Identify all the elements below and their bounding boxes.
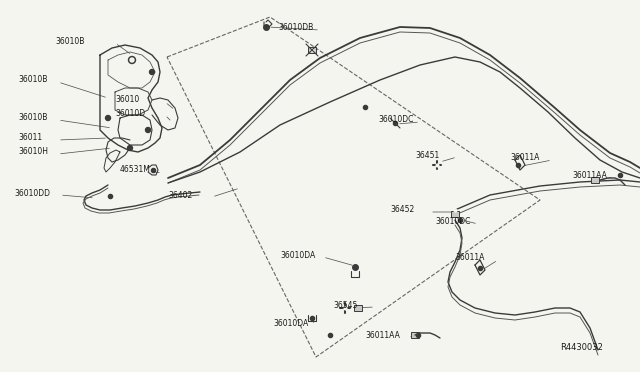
Text: 36010DC: 36010DC [435, 218, 470, 227]
Circle shape [106, 115, 111, 121]
Bar [591, 177, 599, 183]
Text: 36010B: 36010B [55, 38, 84, 46]
Text: 36451: 36451 [415, 151, 439, 160]
Text: 36010DC: 36010DC [378, 115, 413, 125]
Text: 36011A: 36011A [455, 253, 484, 263]
Text: 36402: 36402 [168, 190, 192, 199]
Text: 46531M: 46531M [120, 166, 151, 174]
Bar [411, 332, 419, 338]
Text: 36010H: 36010H [18, 148, 48, 157]
Circle shape [129, 57, 136, 64]
Text: 36010DB: 36010DB [278, 23, 313, 32]
Circle shape [130, 58, 134, 62]
Text: R4430032: R4430032 [560, 343, 603, 353]
Text: 36010: 36010 [115, 96, 140, 105]
Text: 36011AA: 36011AA [572, 170, 607, 180]
Text: 36010DA: 36010DA [273, 318, 308, 327]
Text: 36010B: 36010B [18, 113, 47, 122]
Text: 36011AA: 36011AA [365, 330, 400, 340]
Text: 36545: 36545 [333, 301, 357, 310]
Bar [308, 47, 316, 53]
Text: 36010B: 36010B [18, 76, 47, 84]
Bar [354, 305, 362, 311]
Circle shape [145, 128, 150, 132]
Text: 36010DA: 36010DA [280, 250, 316, 260]
Circle shape [150, 70, 154, 74]
Circle shape [127, 145, 132, 151]
Text: 36010DD: 36010DD [14, 189, 50, 198]
Text: 36011: 36011 [18, 134, 42, 142]
Text: 36010D: 36010D [115, 109, 145, 118]
Text: 36011A: 36011A [510, 154, 540, 163]
Text: 36452: 36452 [390, 205, 414, 215]
Bar [451, 211, 459, 217]
